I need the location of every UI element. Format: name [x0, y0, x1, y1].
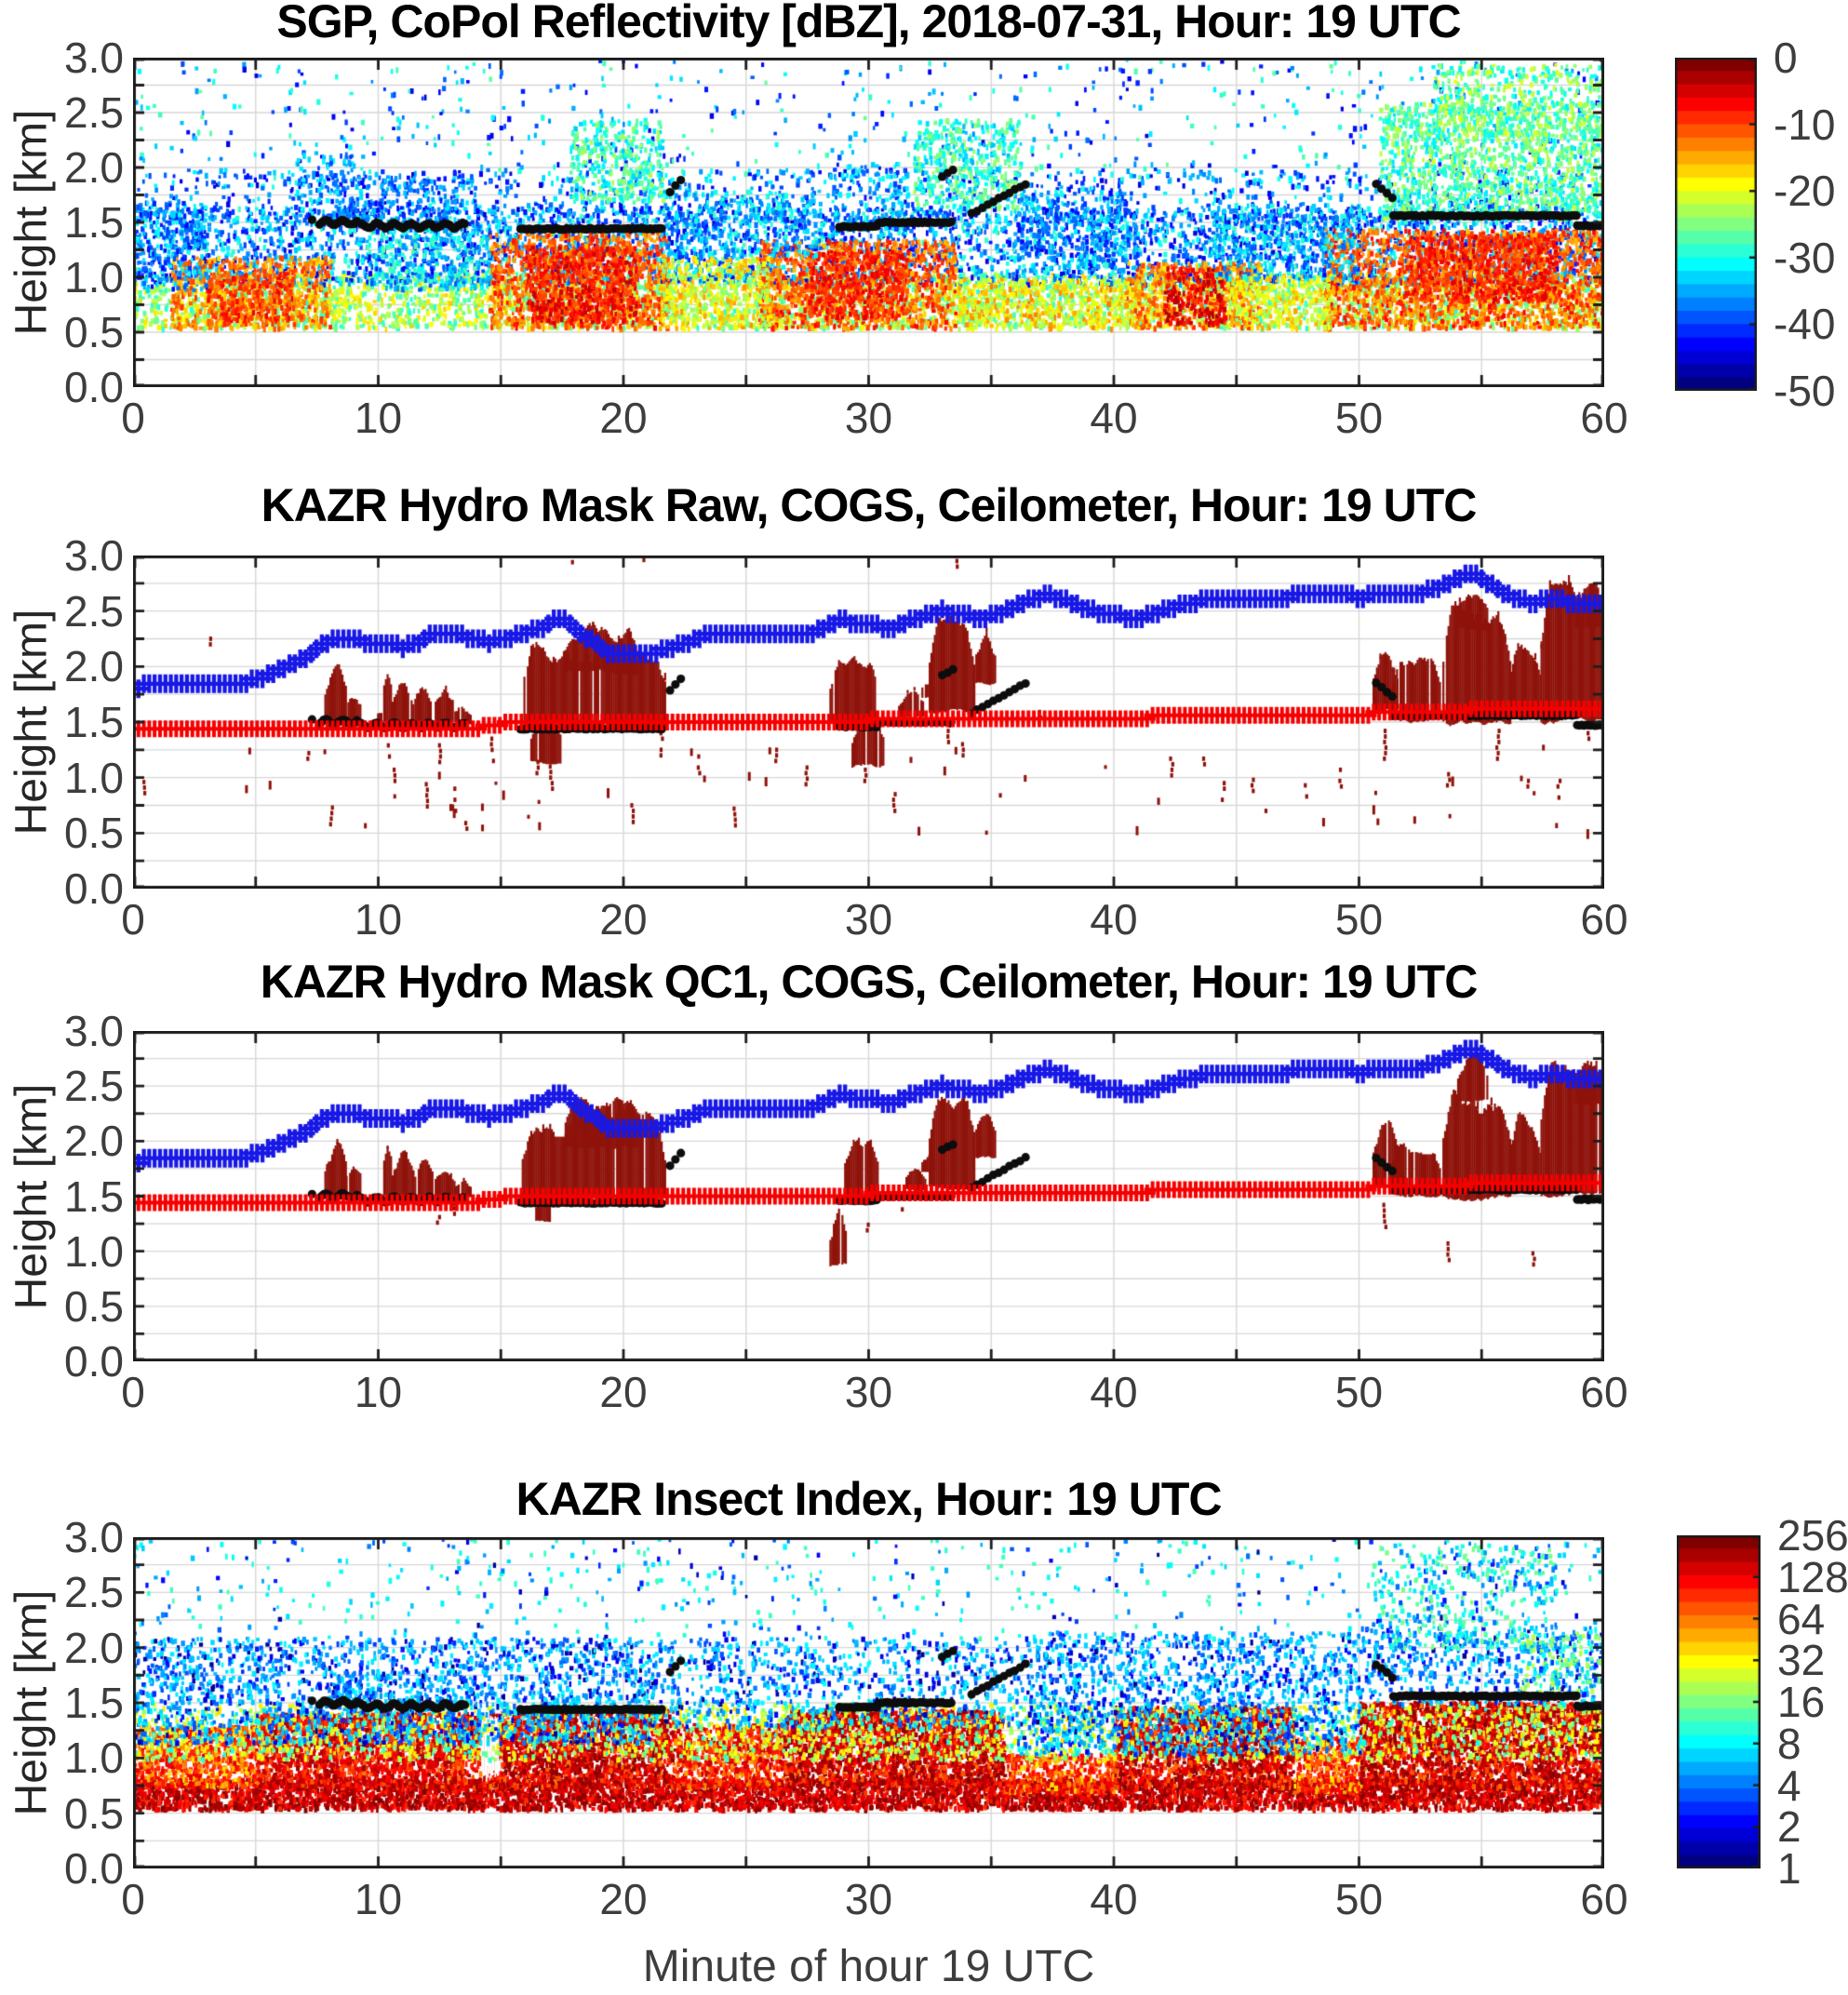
x-tick-label: 0: [121, 394, 145, 442]
y-tick-label: 1.5: [64, 198, 124, 247]
y-tick-label: 0.0: [64, 1844, 124, 1893]
panel-a-colorbar: [1675, 58, 1757, 391]
panel-c-plot-canvas: [133, 1031, 1604, 1361]
y-tick-label: 1.5: [64, 698, 124, 746]
y-tick-label: 1.0: [64, 1734, 124, 1783]
y-tick-label: 3.0: [64, 531, 124, 580]
x-tick-label: 30: [844, 1875, 893, 1923]
panel-b-title: KAZR Hydro Mask Raw, COGS, Ceilometer, H…: [261, 479, 1478, 531]
y-tick-label: 0.0: [64, 1337, 124, 1386]
y-tick-label: 0.5: [64, 308, 124, 356]
x-tick-label: 10: [354, 1368, 403, 1416]
y-tick-label: 3.0: [64, 33, 124, 82]
colorbar-tick-label: -40: [1774, 300, 1836, 349]
panel-a-plot-canvas: [133, 58, 1604, 387]
colorbar-tick-label: 8: [1777, 1719, 1801, 1768]
panel-d-plot-canvas: [133, 1537, 1604, 1868]
x-tick-label: 20: [599, 895, 648, 944]
y-tick-label: 2.0: [64, 143, 124, 192]
x-tick-label: 10: [354, 394, 403, 442]
colorbar-tick-label: -10: [1774, 100, 1836, 149]
y-tick-label: 2.0: [64, 1117, 124, 1166]
colorbar-tick-label: 2: [1777, 1802, 1801, 1852]
x-tick-label: 30: [844, 394, 893, 442]
x-tick-label: 40: [1090, 1368, 1138, 1416]
y-tick-label: 0.5: [64, 809, 124, 858]
y-tick-label: 2.5: [64, 88, 124, 137]
x-tick-label: 20: [599, 1875, 648, 1923]
colorbar-tick-label: 128: [1777, 1552, 1848, 1601]
x-tick-label: 50: [1334, 1368, 1384, 1416]
x-tick-label: 60: [1580, 394, 1628, 442]
panel-b-plot-canvas: [133, 556, 1604, 889]
panel-d-title: KAZR Insect Index, Hour: 19 UTC: [516, 1473, 1223, 1525]
x-tick-label: 10: [354, 1875, 403, 1923]
y-tick-label: 1.0: [64, 253, 124, 301]
x-tick-label: 60: [1580, 1875, 1628, 1923]
x-tick-label: 10: [354, 895, 403, 944]
y-tick-label: 1.0: [64, 1226, 124, 1276]
colorbar-tick-label: 64: [1777, 1594, 1826, 1643]
y-tick-label: 1.5: [64, 1679, 124, 1727]
y-tick-label: 0.0: [64, 864, 124, 913]
x-tick-label: 30: [844, 895, 893, 944]
panel-c-title: KAZR Hydro Mask QC1, COGS, Ceilometer, H…: [260, 956, 1479, 1008]
y-tick-label: 3.0: [64, 1513, 124, 1561]
colorbar-tick-label: 4: [1777, 1761, 1801, 1810]
x-tick-label: 30: [844, 1368, 893, 1416]
colorbar-tick-label: 16: [1777, 1678, 1826, 1726]
colorbar-tick-label: -30: [1774, 233, 1836, 282]
y-tick-label: 3.0: [64, 1007, 124, 1055]
y-tick-label: 2.5: [64, 586, 124, 636]
x-tick-label: 40: [1090, 895, 1138, 944]
y-tick-label: 2.5: [64, 1568, 124, 1617]
panel-a-title: SGP, CoPol Reflectivity [dBZ], 2018-07-3…: [276, 0, 1461, 47]
colorbar-tick-label: 256: [1777, 1511, 1848, 1560]
x-tick-label: 60: [1580, 895, 1628, 944]
colorbar-tick-label: 32: [1777, 1636, 1826, 1685]
y-tick-label: 1.0: [64, 753, 124, 802]
panel-d-colorbar: [1677, 1535, 1761, 1868]
colorbar-tick-label: -20: [1774, 167, 1836, 216]
y-tick-label: 2.0: [64, 642, 124, 691]
x-tick-label: 0: [121, 895, 145, 944]
x-tick-label: 50: [1334, 1875, 1384, 1923]
colorbar-tick-label: 1: [1777, 1844, 1801, 1893]
y-tick-label: 1.5: [64, 1172, 124, 1221]
x-tick-label: 50: [1334, 895, 1384, 944]
x-tick-label: 40: [1090, 1875, 1138, 1923]
x-tick-label: 60: [1580, 1368, 1628, 1416]
x-tick-label: 0: [121, 1368, 145, 1416]
x-tick-label: 20: [599, 1368, 648, 1416]
colorbar-tick-label: -50: [1774, 367, 1836, 415]
x-tick-label: 40: [1090, 394, 1138, 442]
y-tick-label: 0.5: [64, 1788, 124, 1838]
x-tick-label: 0: [121, 1875, 145, 1923]
x-axis-label: Minute of hour 19 UTC: [642, 1942, 1095, 1991]
x-tick-label: 20: [599, 394, 648, 442]
y-tick-label: 0.0: [64, 363, 124, 411]
colorbar-tick-label: 0: [1774, 33, 1798, 82]
y-tick-label: 2.5: [64, 1062, 124, 1111]
y-tick-label: 2.0: [64, 1623, 124, 1672]
y-tick-label: 0.5: [64, 1281, 124, 1331]
x-tick-label: 50: [1334, 394, 1384, 442]
